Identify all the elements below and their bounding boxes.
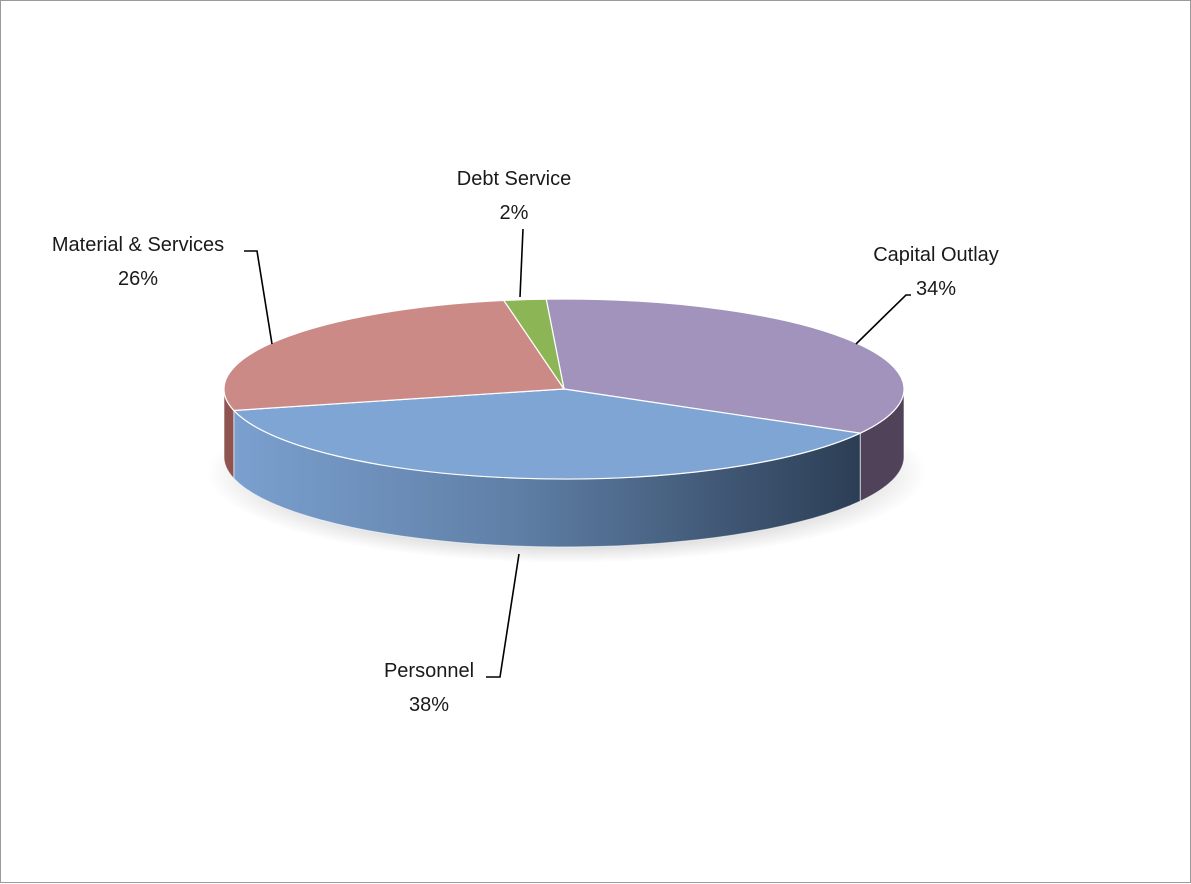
label-value-debt-service: 2% (500, 202, 529, 224)
label-value-material-and-services: 26% (118, 268, 158, 290)
label-name-material-and-services: Material & Services (52, 234, 224, 256)
pie-slice-personnel (232, 388, 863, 480)
leader-line-capital-outlay (855, 294, 911, 345)
leader-line-personnel (486, 553, 520, 678)
label-value-personnel: 38% (409, 694, 449, 716)
label-name-debt-service: Debt Service (457, 168, 572, 190)
label-name-capital-outlay: Capital Outlay (873, 244, 999, 266)
label-name-personnel: Personnel (384, 660, 474, 682)
leader-line-debt-service (519, 228, 524, 298)
pie-tops (223, 298, 905, 480)
pie-slice-material-and-services (223, 299, 566, 412)
pie-labels: Capital Outlay 34% Personnel 38% Material & … (52, 168, 999, 716)
pie-leader-lines (244, 228, 911, 678)
label-value-capital-outlay: 34% (916, 278, 956, 300)
pie-sides (223, 388, 905, 548)
pie-slice-debt-service (502, 298, 565, 390)
leader-line-material-and-services (244, 250, 273, 345)
